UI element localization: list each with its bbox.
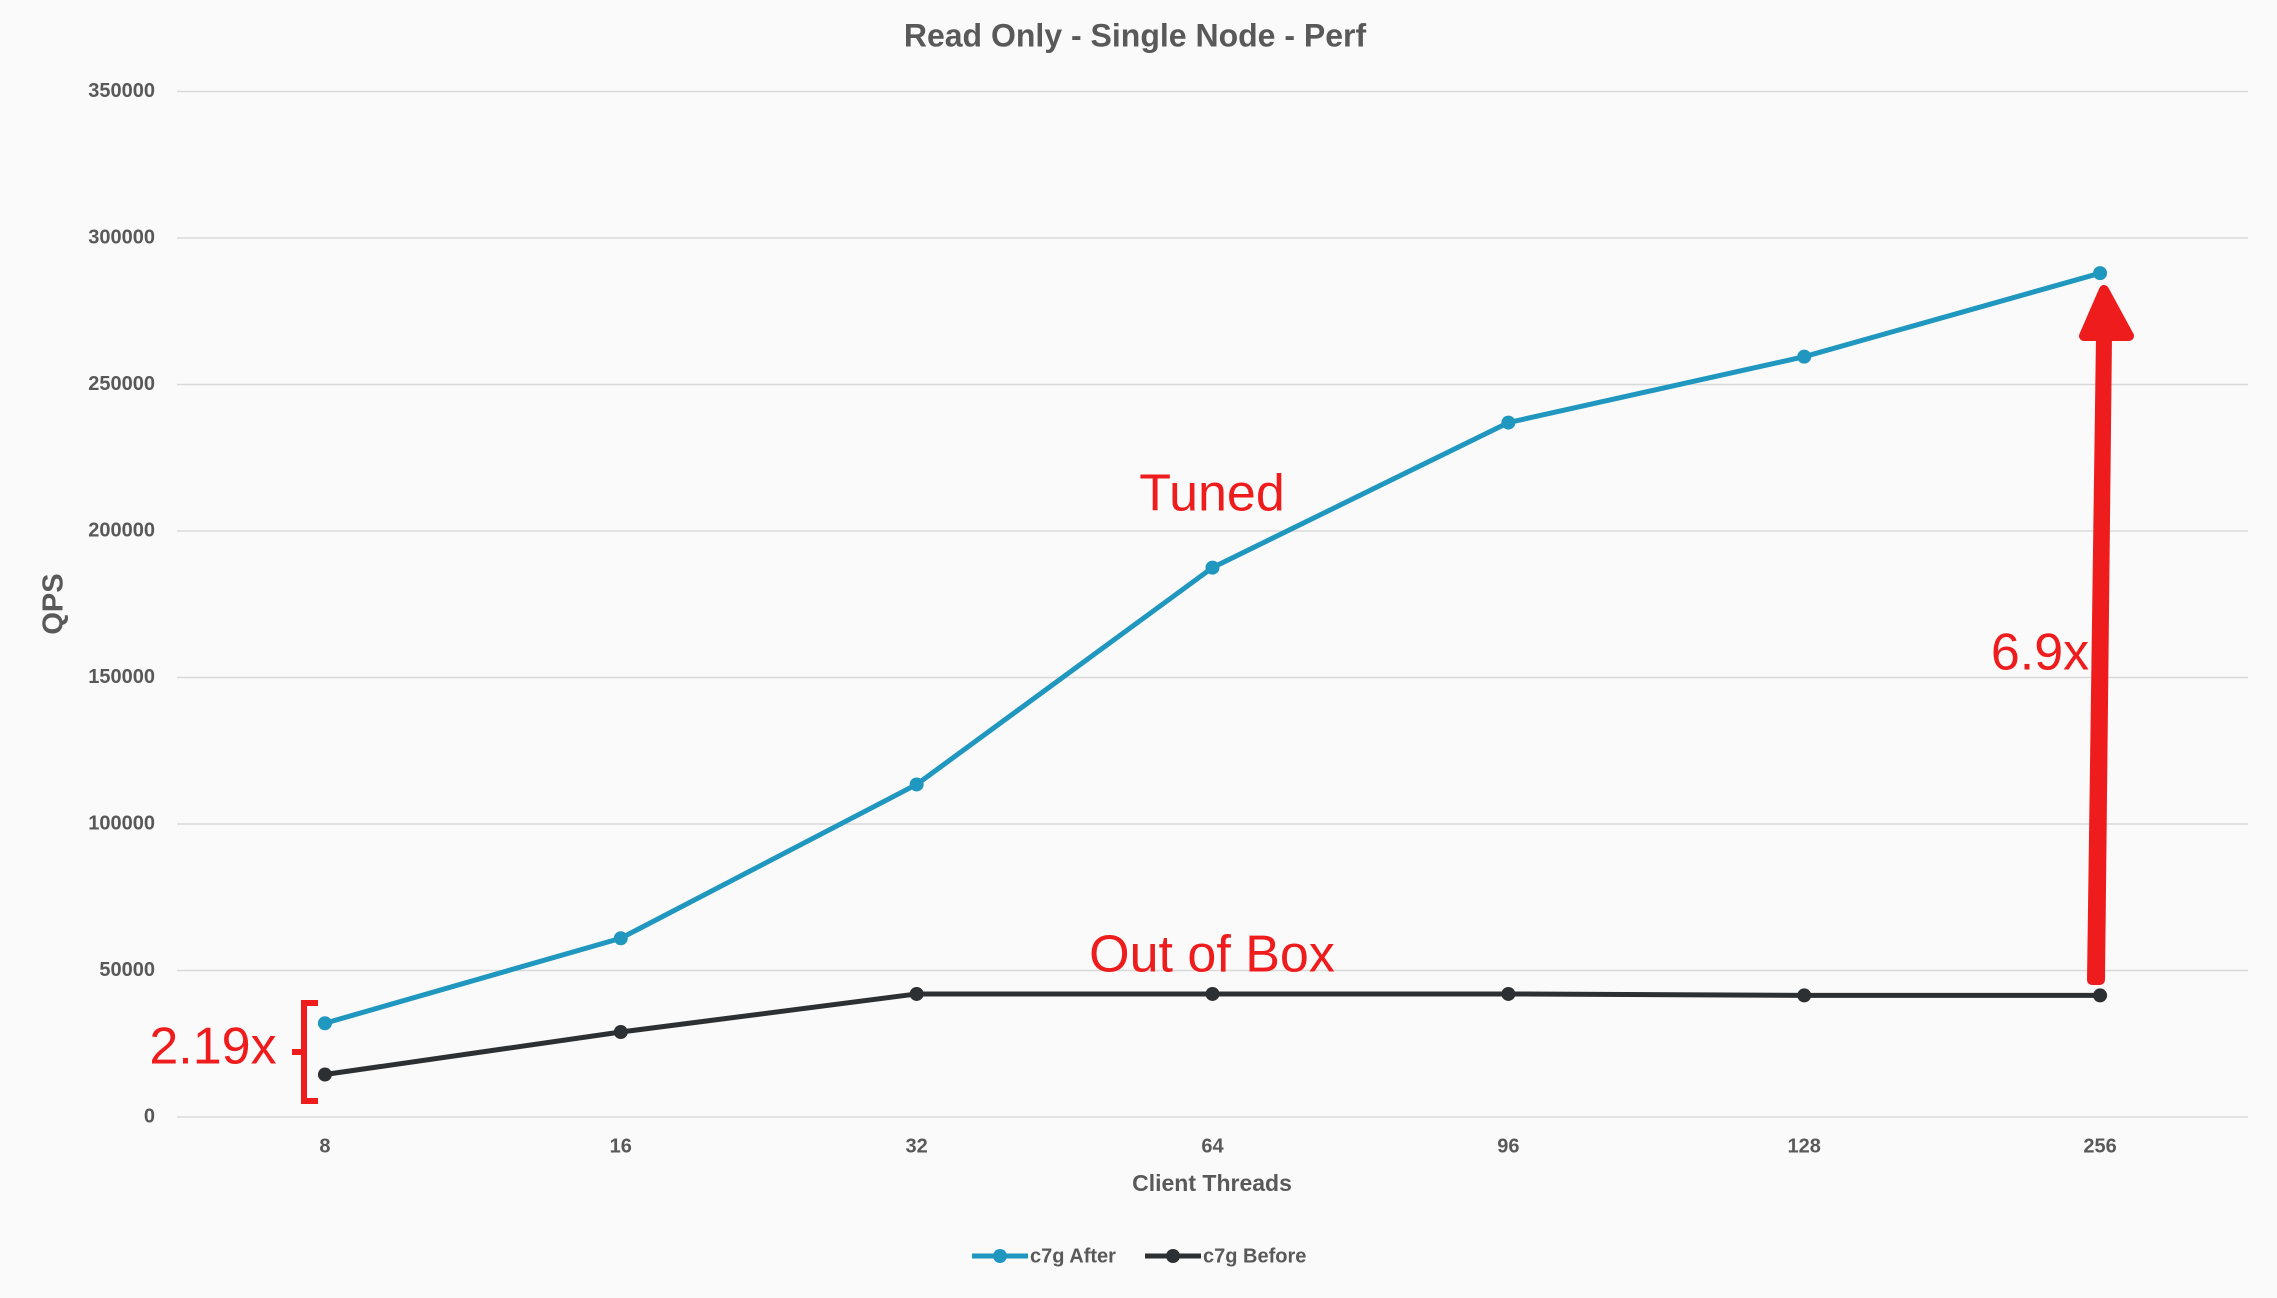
data-point bbox=[317, 1016, 332, 1031]
annotation: Tuned bbox=[1139, 465, 1285, 523]
annotation: 6.9x bbox=[1991, 624, 2089, 682]
data-point bbox=[613, 931, 628, 946]
legend-label: c7g After bbox=[1030, 1245, 1116, 1267]
y-tick-label: 150000 bbox=[88, 666, 155, 688]
legend-item: c7g After bbox=[972, 1245, 1116, 1267]
y-tick-label: 50000 bbox=[99, 959, 155, 981]
data-point bbox=[2093, 988, 2108, 1003]
data-point bbox=[1501, 986, 1516, 1001]
legend-label: c7g Before bbox=[1203, 1245, 1306, 1267]
legend-marker bbox=[993, 1249, 1007, 1263]
x-tick-label: 128 bbox=[1788, 1135, 1821, 1157]
x-tick-label: 96 bbox=[1497, 1135, 1519, 1157]
x-tick-label: 8 bbox=[319, 1135, 330, 1157]
x-tick-label: 256 bbox=[2083, 1135, 2116, 1157]
annotation: Out of Box bbox=[1089, 926, 1335, 984]
arrow bbox=[2079, 285, 2134, 985]
x-tick-label: 64 bbox=[1201, 1135, 1224, 1157]
bracket bbox=[292, 1000, 318, 1104]
x-axis-title: Client Threads bbox=[1132, 1170, 1292, 1196]
y-tick-label: 200000 bbox=[88, 519, 155, 541]
data-point bbox=[1501, 415, 1516, 430]
data-point bbox=[317, 1067, 332, 1082]
y-tick-label: 250000 bbox=[88, 373, 155, 395]
y-tick-label: 0 bbox=[144, 1105, 155, 1127]
data-point bbox=[2093, 266, 2108, 281]
data-point bbox=[909, 777, 924, 792]
data-point bbox=[613, 1025, 628, 1040]
data-point bbox=[1797, 349, 1812, 364]
legend-marker bbox=[1166, 1249, 1180, 1263]
chart-title: Read Only - Single Node - Perf bbox=[904, 17, 1367, 53]
x-tick-label: 32 bbox=[906, 1135, 928, 1157]
y-axis-title: QPS bbox=[38, 573, 70, 634]
legend-item: c7g Before bbox=[1145, 1245, 1306, 1267]
data-point bbox=[909, 986, 924, 1001]
y-tick-label: 100000 bbox=[88, 812, 155, 834]
y-tick-label: 300000 bbox=[88, 226, 155, 248]
data-point bbox=[1205, 986, 1220, 1001]
data-point bbox=[1797, 988, 1812, 1003]
data-point bbox=[1205, 560, 1220, 575]
y-tick-label: 350000 bbox=[88, 80, 155, 102]
x-tick-label: 16 bbox=[610, 1135, 632, 1157]
annotation: 2.19x bbox=[149, 1018, 276, 1076]
